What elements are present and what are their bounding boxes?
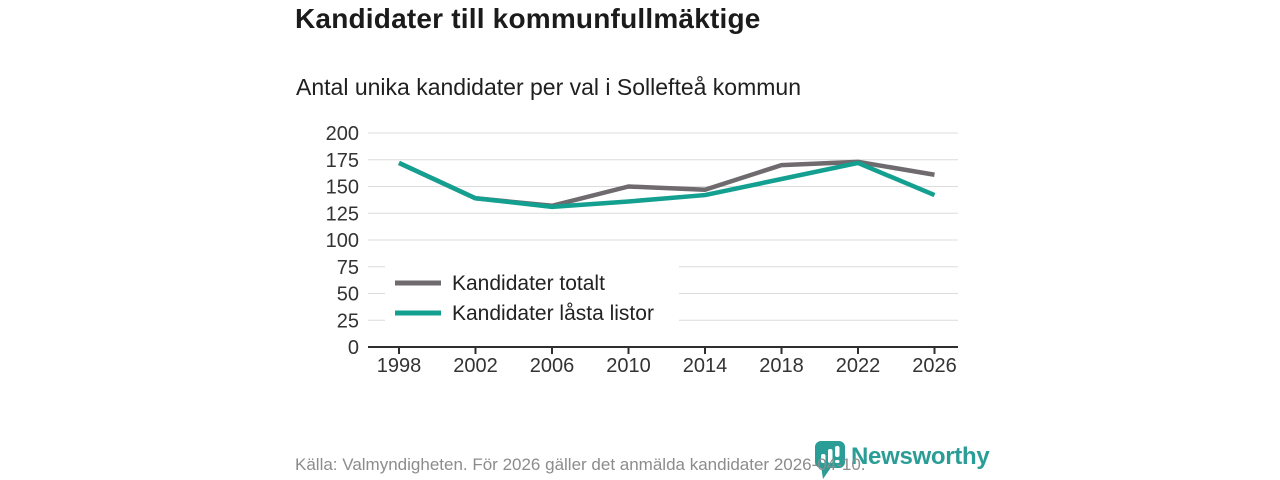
newsworthy-icon <box>815 441 845 479</box>
legend-label: Kandidater låsta listor <box>452 302 654 325</box>
y-tick-label: 150 <box>326 177 359 199</box>
y-tick-label: 75 <box>337 257 359 279</box>
legend-background <box>385 266 679 334</box>
line-chart: 0 25 50 75 100 125 150 175 200 1998 2002 2006 2010 2… <box>326 123 958 377</box>
x-tick-label: 2018 <box>759 355 804 377</box>
x-tick-label: 1998 <box>377 355 422 377</box>
legend: Kandidater totalt Kandidater låsta listor <box>385 266 679 334</box>
x-tick-label: 2026 <box>912 355 957 377</box>
y-tick-label: 25 <box>337 310 359 332</box>
y-tick-label: 100 <box>326 230 359 252</box>
y-tick-label: 50 <box>337 284 359 306</box>
series-lines <box>398 159 936 210</box>
x-axis: 1998 2002 2006 2010 2014 2018 2022 2026 <box>368 346 958 377</box>
page-title: Kandidater till kommunfullmäktige <box>295 3 761 34</box>
newsworthy-logo: Newsworthy <box>814 440 990 480</box>
x-tick-label: 2002 <box>453 355 498 377</box>
x-tick-label: 2014 <box>683 355 728 377</box>
series-line <box>398 160 936 210</box>
x-tick-label: 2022 <box>836 355 881 377</box>
y-tick-label: 200 <box>326 123 359 145</box>
source-note: Källa: Valmyndigheten. För 2026 gäller d… <box>295 455 866 474</box>
x-tick-label: 2006 <box>530 355 575 377</box>
y-axis-labels: 0 25 50 75 100 125 150 175 200 <box>326 123 359 359</box>
x-tick-label: 2010 <box>606 355 651 377</box>
newsworthy-wordmark: Newsworthy <box>851 443 990 470</box>
y-tick-label: 175 <box>326 150 359 172</box>
legend-label: Kandidater totalt <box>452 272 605 295</box>
y-tick-label: 125 <box>326 203 359 225</box>
chart-subtitle: Antal unika kandidater per val i Solleft… <box>296 74 802 100</box>
y-tick-label: 0 <box>348 337 359 359</box>
